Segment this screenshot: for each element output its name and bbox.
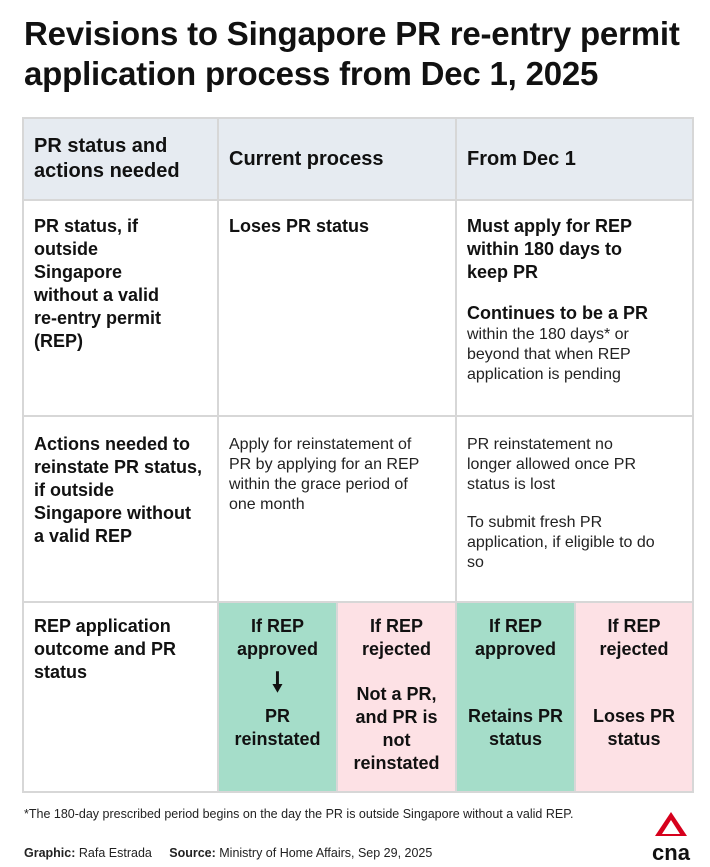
current-approved-result: PR reinstated [234, 706, 321, 749]
current-rejected-result: Not a PR, and PR is not reinstated [353, 684, 440, 773]
future-rejected-head: If REP rejected [599, 616, 669, 659]
row2-current: Apply for reinstatement of PR by applyin… [217, 415, 457, 603]
title-line-1: Revisions to Singapore PR re-entry permi… [24, 15, 680, 52]
graphic-value: Rafa Estrada [78, 846, 152, 860]
graphic-label: Graphic: [24, 846, 76, 860]
header-col3: From Dec 1 [455, 117, 694, 201]
cna-logo-icon: cna [652, 812, 691, 864]
header-row: PR status and actions needed Current pro… [22, 117, 694, 201]
header-col1: PR status and actions needed [22, 117, 219, 201]
comparison-table: PR status and actions needed Current pro… [22, 117, 694, 793]
credits: Graphic: Rafa Estrada Source: Ministry o… [24, 846, 432, 860]
row1-future-bold: Must apply for REP within 180 days to ke… [467, 216, 632, 282]
row1-current: Loses PR status [217, 199, 457, 417]
row3-label: REP application outcome and PR status [22, 601, 219, 793]
current-approved-cell: If REP approved 🠗 PR reinstated [217, 601, 338, 793]
future-approved-head: If REP approved [474, 616, 557, 659]
row1-future: Must apply for REP within 180 days to ke… [455, 199, 694, 417]
row1-future-normal: within the 180 days* or beyond that when… [467, 326, 631, 383]
down-arrow-icon: 🠗 [271, 667, 284, 697]
future-rejected-result: Loses PR status [592, 706, 676, 749]
row2-future-1: PR reinstatement no longer allowed once … [467, 436, 636, 493]
logo-text: cna [652, 840, 691, 864]
row-pr-status: PR status, if outside Singapore without … [22, 199, 694, 417]
source-value: Ministry of Home Affairs, Sep 29, 2025 [219, 846, 433, 860]
current-approved-head: If REP approved [236, 616, 319, 659]
row2-future: PR reinstatement no longer allowed once … [455, 415, 694, 603]
row1-future-bold2: Continues to be a PR [467, 303, 649, 323]
future-approved-cell: If REP approved Retains PR status [455, 601, 576, 793]
row1-label: PR status, if outside Singapore without … [22, 199, 219, 417]
row2-future-2: To submit fresh PR application, if eligi… [467, 514, 655, 571]
row-actions: Actions needed to reinstate PR status, i… [22, 415, 694, 603]
current-rejected-head: If REP rejected [361, 616, 432, 659]
footnote: *The 180-day prescribed period begins on… [24, 807, 574, 821]
row2-label: Actions needed to reinstate PR status, i… [22, 415, 219, 603]
current-rejected-cell: If REP rejected Not a PR, and PR is not … [336, 601, 457, 793]
future-rejected-cell: If REP rejected Loses PR status [574, 601, 694, 793]
header-col2: Current process [217, 117, 457, 201]
title-line-2: application process from Dec 1, 2025 [24, 55, 599, 92]
page-title: Revisions to Singapore PR re-entry permi… [24, 14, 694, 94]
row-outcome: REP application outcome and PR status If… [22, 601, 694, 793]
source-label: Source: [169, 846, 216, 860]
future-approved-result: Retains PR status [467, 706, 564, 749]
